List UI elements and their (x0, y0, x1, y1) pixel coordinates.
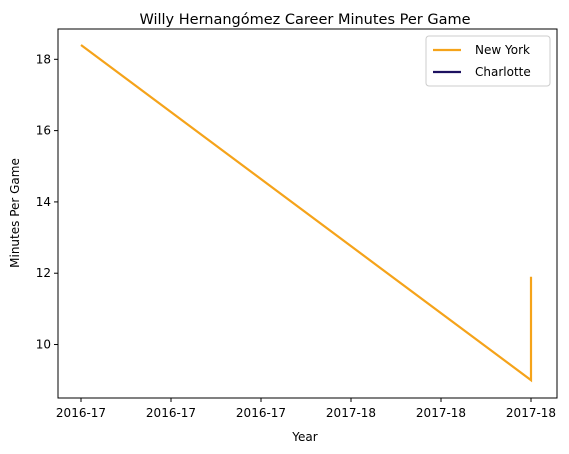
y-axis-title: Minutes Per Game (8, 158, 22, 268)
y-tick-label: 18 (36, 52, 51, 66)
x-tick-label: 2016-17 (146, 406, 196, 420)
y-tick-label: 10 (36, 338, 51, 352)
legend-label: Charlotte (475, 65, 531, 79)
x-tick-label: 2017-18 (416, 406, 466, 420)
legend-box (425, 35, 551, 87)
x-axis-title: Year (291, 430, 317, 444)
plot-frame (57, 28, 558, 399)
x-tick-label: 2016-17 (236, 406, 286, 420)
series-line-0 (80, 44, 533, 383)
x-tick-label: 2017-18 (506, 406, 556, 420)
x-tick-label: 2017-18 (326, 406, 376, 420)
y-axis: 10 12 14 16 18 (36, 52, 58, 352)
x-tick-label: 2016-17 (56, 406, 106, 420)
y-tick-label: 12 (36, 266, 51, 280)
y-tick-label: 14 (36, 195, 51, 209)
chart-title: Willy Hernangómez Career Minutes Per Gam… (139, 12, 470, 28)
legend: New York Charlotte (425, 35, 551, 87)
x-axis: 2016-17 2016-17 2016-17 2017-18 2017-18 2017-… (56, 398, 556, 420)
legend-label: New York (475, 43, 530, 57)
plot-area (80, 44, 533, 383)
y-tick-label: 16 (36, 124, 51, 138)
